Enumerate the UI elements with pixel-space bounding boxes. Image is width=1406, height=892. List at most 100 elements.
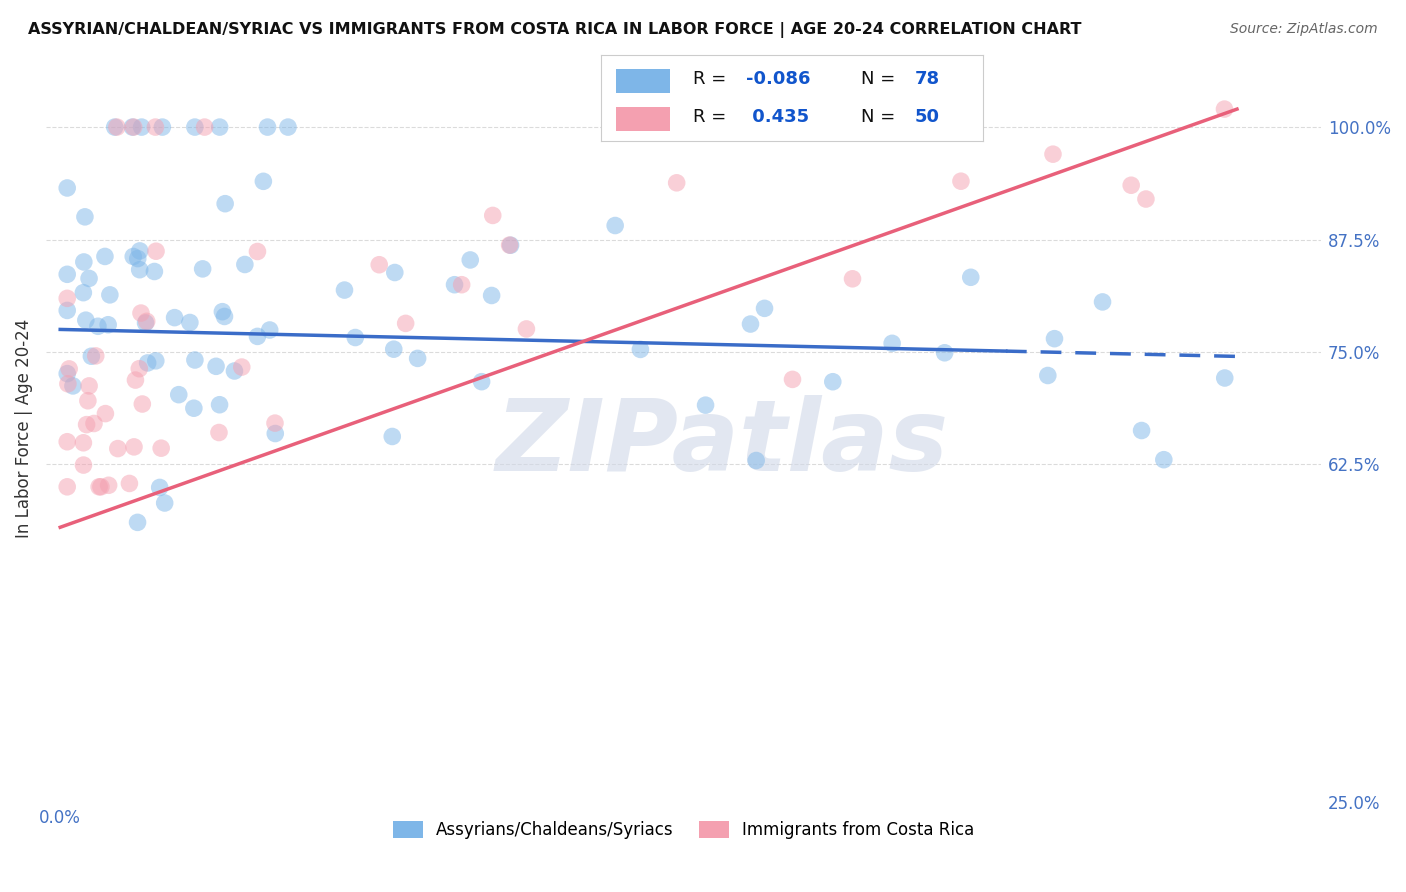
Point	[98, 288, 121, 302]
Point	[145, 354, 167, 368]
Point	[56, 376, 79, 391]
Text: ZIPatlas: ZIPatlas	[495, 395, 949, 491]
Point	[1135, 192, 1157, 206]
Point	[128, 262, 150, 277]
Point	[949, 174, 972, 188]
Point	[481, 288, 503, 302]
Point	[56, 291, 79, 305]
Point	[72, 285, 94, 300]
Point	[73, 255, 96, 269]
Point	[256, 120, 278, 134]
Point	[124, 373, 146, 387]
Point	[1043, 332, 1066, 346]
Point	[94, 407, 117, 421]
Point	[143, 264, 166, 278]
Point	[515, 322, 537, 336]
Point	[259, 323, 281, 337]
Point	[153, 496, 176, 510]
Point	[58, 362, 80, 376]
Point	[246, 329, 269, 343]
Point	[104, 120, 127, 134]
Point	[56, 434, 79, 449]
Point	[498, 238, 520, 252]
Point	[821, 375, 844, 389]
Point	[333, 283, 356, 297]
Point	[127, 252, 149, 266]
Point	[184, 120, 207, 134]
Point	[121, 120, 143, 134]
Point	[72, 435, 94, 450]
Y-axis label: In Labor Force | Age 20-24: In Labor Force | Age 20-24	[15, 318, 32, 538]
Point	[946, 102, 969, 116]
Point	[167, 387, 190, 401]
Point	[745, 453, 768, 467]
Point	[76, 417, 98, 432]
Point	[80, 349, 103, 363]
Point	[184, 353, 207, 368]
Point	[127, 516, 149, 530]
Point	[782, 372, 804, 386]
Point	[122, 120, 145, 134]
Point	[128, 361, 150, 376]
Point	[1213, 371, 1236, 385]
Point	[231, 360, 253, 375]
Point	[145, 120, 167, 134]
Point	[77, 271, 100, 285]
Point	[208, 120, 231, 134]
Point	[1036, 368, 1059, 383]
Point	[908, 102, 931, 116]
Text: Source: ZipAtlas.com: Source: ZipAtlas.com	[1230, 22, 1378, 37]
Point	[128, 244, 150, 258]
Point	[73, 210, 96, 224]
Point	[381, 429, 404, 443]
Point	[481, 209, 503, 223]
Point	[740, 317, 762, 331]
Point	[264, 426, 287, 441]
Point	[395, 317, 418, 331]
Point	[77, 379, 100, 393]
Point	[135, 314, 157, 328]
Point	[150, 441, 173, 455]
Legend: Assyrians/Chaldeans/Syriacs, Immigrants from Costa Rica: Assyrians/Chaldeans/Syriacs, Immigrants …	[387, 814, 981, 846]
Point	[246, 244, 269, 259]
Point	[406, 351, 429, 366]
Point	[458, 252, 481, 267]
Point	[665, 176, 688, 190]
Point	[56, 181, 79, 195]
Point	[1130, 424, 1153, 438]
Point	[754, 301, 776, 316]
Point	[1042, 147, 1064, 161]
Point	[145, 244, 167, 259]
Point	[122, 250, 145, 264]
Point	[135, 316, 157, 330]
Point	[194, 120, 217, 134]
Point	[87, 480, 110, 494]
Point	[97, 478, 120, 492]
Point	[1121, 178, 1143, 193]
Point	[211, 304, 233, 318]
Point	[208, 425, 231, 440]
Point	[695, 398, 717, 412]
Point	[233, 258, 256, 272]
Point	[131, 120, 153, 134]
Text: ASSYRIAN/CHALDEAN/SYRIAC VS IMMIGRANTS FROM COSTA RICA IN LABOR FORCE | AGE 20-2: ASSYRIAN/CHALDEAN/SYRIAC VS IMMIGRANTS F…	[28, 22, 1081, 38]
Point	[368, 258, 391, 272]
Point	[224, 364, 246, 378]
Point	[277, 120, 299, 134]
Point	[56, 480, 79, 494]
Point	[94, 249, 117, 263]
Point	[214, 196, 236, 211]
Point	[628, 343, 651, 357]
Point	[107, 442, 129, 456]
Point	[208, 398, 231, 412]
Point	[499, 238, 522, 252]
Point	[118, 476, 141, 491]
Point	[252, 174, 274, 188]
Point	[56, 367, 79, 381]
Point	[1091, 294, 1114, 309]
Point	[62, 379, 84, 393]
Point	[450, 277, 472, 292]
Point	[384, 266, 406, 280]
Point	[941, 102, 963, 116]
Point	[163, 310, 186, 325]
